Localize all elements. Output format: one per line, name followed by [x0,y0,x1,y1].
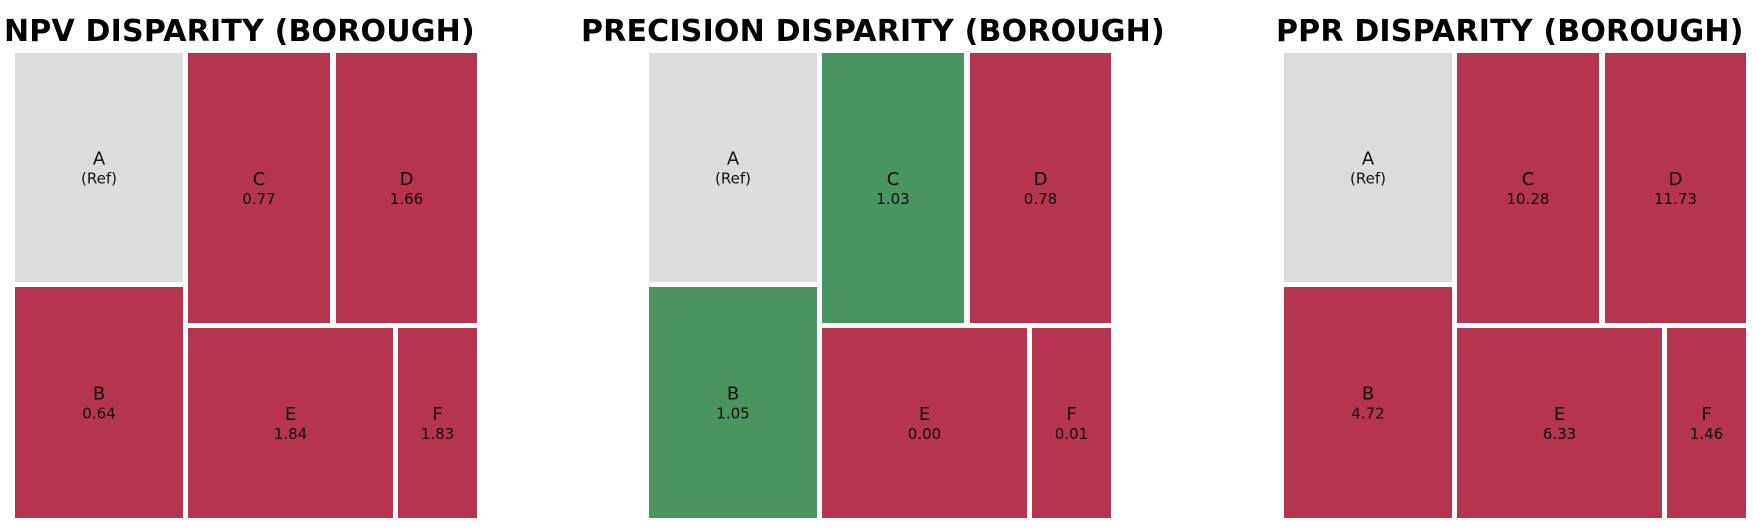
tile-label: E [919,404,930,425]
ppr-tile-b: B4.72 [1284,287,1452,518]
tile-rect [1605,53,1746,323]
tile-value: 1.05 [716,405,749,423]
tile-rect [822,328,1027,518]
precision-tile-d: D0.78 [970,53,1111,323]
tile-label: E [1554,404,1565,425]
npv-tile-a: A(Ref) [15,53,183,282]
tile-value: 0.00 [908,425,941,443]
ppr-tile-e: E6.33 [1457,328,1662,518]
tile-label: B [727,384,739,405]
npv-tile-c: C0.77 [188,53,330,323]
tile-rect [188,328,393,518]
tile-rect [15,53,183,282]
tile-value: 10.28 [1507,190,1550,208]
tile-label: F [1701,404,1711,425]
tile-rect [336,53,477,323]
precision-chart-title: PRECISION DISPARITY (BOROUGH) [581,14,1165,49]
tile-rect [649,53,817,282]
npv-chart-title: NPV DISPARITY (BOROUGH) [4,14,475,49]
tile-label: D [1034,169,1048,190]
tile-value: 6.33 [1543,425,1576,443]
tile-rect [1284,53,1452,282]
tile-value: (Ref) [715,170,751,188]
tile-value: 4.72 [1351,405,1384,423]
tile-rect [1457,53,1599,323]
precision-tile-b: B1.05 [649,287,817,518]
tile-label: D [400,169,414,190]
ppr-tile-f: F1.46 [1667,328,1746,518]
tile-rect [1457,328,1662,518]
tile-label: D [1669,169,1683,190]
tile-value: 0.77 [242,190,275,208]
tile-value: 1.84 [274,425,307,443]
tile-value: (Ref) [81,170,117,188]
npv-tile-f: F1.83 [398,328,477,518]
tile-label: F [432,404,442,425]
tile-label: B [93,384,105,405]
tile-label: F [1066,404,1076,425]
tile-value: 0.78 [1024,190,1057,208]
tile-rect [649,287,817,518]
tile-label: A [727,149,740,170]
tile-label: C [887,169,900,190]
npv-tile-e: E1.84 [188,328,393,518]
ppr-tile-a: A(Ref) [1284,53,1452,282]
tile-value: 1.83 [421,425,454,443]
tile-value: 0.01 [1055,425,1088,443]
tile-value: (Ref) [1350,170,1386,188]
tile-rect [1667,328,1746,518]
tile-label: B [1362,384,1374,405]
tile-label: A [1362,149,1375,170]
tile-rect [822,53,964,323]
tile-label: A [93,149,106,170]
precision-tile-e: E0.00 [822,328,1027,518]
tile-rect [1032,328,1111,518]
ppr-tile-d: D11.73 [1605,53,1746,323]
tile-rect [15,287,183,518]
tile-value: 1.46 [1690,425,1723,443]
tile-rect [1284,287,1452,518]
tile-value: 11.73 [1654,190,1697,208]
ppr-chart-title: PPR DISPARITY (BOROUGH) [1276,14,1744,49]
tile-label: E [285,404,296,425]
tile-rect [970,53,1111,323]
tile-label: C [253,169,266,190]
npv-tile-b: B0.64 [15,287,183,518]
tile-value: 0.64 [82,405,115,423]
precision-tile-f: F0.01 [1032,328,1111,518]
tile-value: 1.66 [390,190,423,208]
npv-tile-d: D1.66 [336,53,477,323]
tile-rect [188,53,330,323]
tile-label: C [1522,169,1535,190]
tile-rect [398,328,477,518]
precision-tile-c: C1.03 [822,53,964,323]
ppr-tile-c: C10.28 [1457,53,1599,323]
precision-tile-a: A(Ref) [649,53,817,282]
tile-value: 1.03 [876,190,909,208]
